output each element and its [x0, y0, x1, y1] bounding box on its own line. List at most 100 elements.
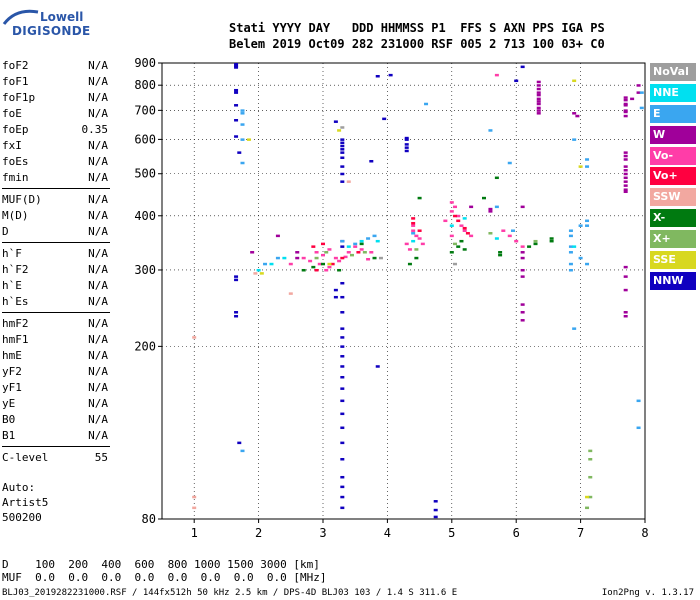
y-tick-label: 800: [134, 78, 156, 92]
data-point: [469, 234, 474, 238]
data-point: [340, 336, 345, 339]
data-point: [259, 272, 264, 275]
data-point: [192, 495, 197, 499]
data-point: [192, 506, 197, 510]
param-name: foE: [2, 107, 22, 120]
data-point: [636, 399, 641, 403]
data-point: [572, 245, 577, 248]
data-point: [514, 79, 519, 83]
param-value: N/A: [88, 75, 108, 88]
data-point: [520, 245, 525, 248]
data-point: [333, 295, 338, 299]
param-name: yF1: [2, 381, 22, 394]
param-row: yF1 N/A: [2, 380, 112, 396]
param-row: foE N/A: [2, 106, 112, 122]
data-point: [494, 176, 499, 180]
param-separator: [2, 242, 110, 243]
data-point: [288, 292, 293, 295]
plot-frame: [161, 62, 646, 520]
data-point: [407, 248, 412, 251]
data-point: [536, 102, 541, 106]
data-point: [514, 239, 519, 243]
param-row: foEs N/A: [2, 154, 112, 170]
param-value: N/A: [88, 397, 108, 410]
param-name: D: [2, 225, 9, 238]
data-point: [375, 365, 380, 368]
data-point: [520, 275, 525, 278]
param-row: B0 N/A: [2, 412, 112, 428]
data-point: [333, 256, 338, 260]
data-point: [488, 129, 493, 132]
data-point: [359, 248, 364, 251]
data-point: [482, 196, 486, 200]
param-row: MUF(D) N/A: [2, 192, 112, 208]
data-point: [585, 224, 590, 227]
data-point: [340, 295, 345, 299]
x-tick-label: 3: [319, 526, 326, 540]
param-name: foF1p: [2, 91, 36, 104]
x-tick-label: 6: [513, 526, 520, 540]
data-point: [340, 458, 345, 461]
param-value: N/A: [88, 279, 108, 292]
param-row: foEp 0.35: [2, 122, 112, 138]
param-name: hmF1: [2, 333, 29, 346]
data-point: [536, 109, 541, 112]
data-point: [411, 232, 416, 235]
param-row: D N/A: [2, 224, 112, 240]
data-point: [375, 74, 380, 78]
param-row: C-level 55: [2, 450, 112, 466]
data-point: [520, 268, 525, 272]
param-value: N/A: [88, 333, 108, 346]
data-point: [321, 242, 325, 246]
data-point: [356, 251, 361, 254]
data-point: [459, 239, 464, 243]
data-point: [453, 205, 458, 209]
data-point: [327, 262, 332, 266]
data-point: [520, 319, 525, 322]
param-name: MUF(D): [2, 193, 42, 206]
header-values: Belem 2019 Oct09 282 231000 RSF 005 2 71…: [229, 37, 605, 51]
y-tick-label: 500: [134, 167, 156, 181]
data-point: [456, 245, 461, 248]
data-point: [263, 262, 268, 266]
legend-item: NNW: [650, 271, 696, 290]
data-point: [337, 259, 342, 263]
param-value: N/A: [88, 59, 108, 72]
param-value: N/A: [88, 107, 108, 120]
data-point: [295, 251, 300, 254]
data-point: [494, 205, 499, 209]
param-separator: [2, 312, 110, 313]
data-point: [536, 91, 541, 94]
data-point: [623, 151, 628, 154]
param-name: fxI: [2, 139, 22, 152]
data-point: [327, 248, 332, 251]
data-point: [324, 251, 329, 254]
data-point: [465, 232, 470, 235]
data-point: [414, 234, 419, 238]
data-point: [462, 248, 467, 251]
data-point: [623, 184, 628, 187]
data-point: [321, 253, 325, 257]
data-point: [462, 217, 467, 220]
data-point: [340, 441, 345, 445]
data-point: [623, 96, 628, 99]
data-point: [585, 158, 590, 161]
data-point: [246, 138, 251, 141]
x-tick-label: 1: [191, 526, 198, 540]
data-point: [568, 245, 573, 248]
data-point: [639, 106, 644, 110]
data-point: [568, 234, 573, 238]
data-point: [234, 275, 239, 278]
param-value: 55: [94, 451, 108, 464]
param-value: N/A: [88, 381, 108, 394]
data-point: [588, 495, 593, 499]
data-point: [449, 251, 454, 254]
param-value: N/A: [88, 193, 108, 206]
data-point: [349, 253, 354, 257]
param-name: hmE: [2, 349, 22, 362]
data-point: [588, 475, 593, 479]
data-point: [623, 104, 628, 107]
logo-line1: Lowell: [40, 10, 84, 24]
param-value: N/A: [88, 225, 108, 238]
data-point: [520, 205, 525, 209]
